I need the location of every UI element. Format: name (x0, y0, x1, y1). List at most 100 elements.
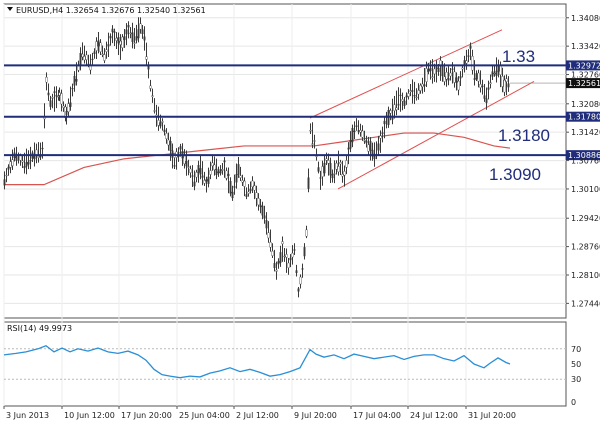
rsi-tick-label: 0 (571, 398, 576, 407)
candle-body (19, 155, 22, 161)
rsi-series (3, 345, 511, 379)
candle-body (25, 162, 28, 167)
candle-body (133, 42, 136, 44)
candle-body (341, 173, 344, 177)
candle-body (499, 65, 502, 75)
candle-body (58, 92, 61, 96)
time-tick-label: 31 Jul 20:00 (468, 411, 516, 420)
horizontal-levels[interactable]: 1.32972 1.31780 1.30886 (4, 60, 600, 161)
candle-body (277, 261, 280, 265)
candle-body (195, 172, 198, 178)
candle-body (121, 36, 124, 49)
candle-body (311, 143, 314, 145)
price-tick-label: 1.30760 (571, 157, 600, 166)
candle-body (269, 241, 272, 248)
candle-body (293, 249, 296, 251)
candle-body (163, 129, 166, 133)
candle-body (143, 36, 146, 41)
candle-body (289, 257, 292, 261)
price-grid (3, 4, 566, 406)
candle-body (445, 72, 448, 80)
candle-body (275, 269, 278, 272)
candle-body (363, 140, 366, 142)
candle-body (193, 181, 196, 187)
moving-average-line (4, 132, 511, 186)
candle-body (157, 120, 160, 126)
symbol-dropdown-icon[interactable] (7, 7, 13, 11)
candle-body (465, 60, 468, 64)
candle-body (495, 70, 498, 76)
level-note-1.3180: 1.3180 (498, 126, 550, 145)
candle-body (81, 53, 84, 58)
candle-body (223, 160, 226, 163)
rsi-line (3, 345, 511, 379)
candle-body (491, 71, 494, 77)
candle-body (381, 132, 384, 134)
candle-body (337, 166, 340, 173)
candle-body (211, 162, 214, 167)
candle-body (169, 141, 172, 151)
candle-body (505, 78, 508, 82)
candle-body (207, 176, 210, 184)
candle-body (485, 98, 488, 103)
candle-body (5, 174, 8, 177)
level-price-label: 1.31780 (568, 113, 600, 122)
candle-body (125, 29, 128, 35)
candle-body (3, 179, 6, 186)
candle-body (257, 198, 260, 206)
candle-body (443, 76, 446, 82)
candle-body (273, 263, 276, 268)
candle-body (53, 91, 56, 93)
candle-body (129, 32, 132, 34)
candle-body (15, 156, 18, 161)
candle-body (497, 65, 500, 72)
candle-body (267, 232, 270, 239)
candle-body (327, 160, 330, 164)
candle-body (321, 166, 324, 177)
candle-body (281, 241, 284, 245)
candle-body (261, 205, 264, 216)
candle-body (503, 79, 506, 93)
candle-body (419, 85, 422, 91)
candle-body (239, 175, 242, 178)
candle-body (455, 77, 458, 83)
candle-body (423, 84, 426, 87)
candle-body (357, 130, 360, 132)
candle-body (411, 90, 414, 92)
candle-body (447, 78, 450, 81)
candle-body (183, 155, 186, 165)
candle-body (483, 95, 486, 99)
candle-body (11, 159, 14, 166)
candle-body (73, 75, 76, 86)
candle-body (105, 49, 108, 52)
time-tick-label: 2 Jul 12:00 (236, 411, 279, 420)
candle-body (123, 36, 126, 41)
candle-body (427, 68, 430, 72)
rsi-tick-label: 50 (571, 360, 581, 369)
candle-body (225, 170, 228, 179)
candle-body (291, 252, 294, 258)
price-tick-label: 1.32760 (571, 71, 600, 80)
candle-body (139, 23, 142, 30)
channel-lower-line[interactable] (337, 80, 535, 190)
candle-body (397, 104, 400, 106)
price-tick-label: 1.28760 (571, 243, 600, 252)
candle-body (487, 87, 490, 90)
candle-body (399, 94, 402, 97)
candle-body (359, 130, 362, 133)
candle-body (433, 68, 436, 75)
price-series (3, 17, 510, 298)
candle-body (45, 76, 48, 83)
candle-body (417, 90, 420, 95)
candle-body (67, 103, 70, 113)
candle-body (451, 68, 454, 70)
level-price-box (566, 60, 600, 71)
candle-body (395, 107, 398, 111)
candle-body (421, 83, 424, 87)
candle-body (317, 167, 320, 172)
price-tick-label: 1.30100 (571, 185, 600, 194)
candle-body (425, 68, 428, 82)
candle-body (345, 160, 348, 168)
candle-body (325, 158, 328, 161)
